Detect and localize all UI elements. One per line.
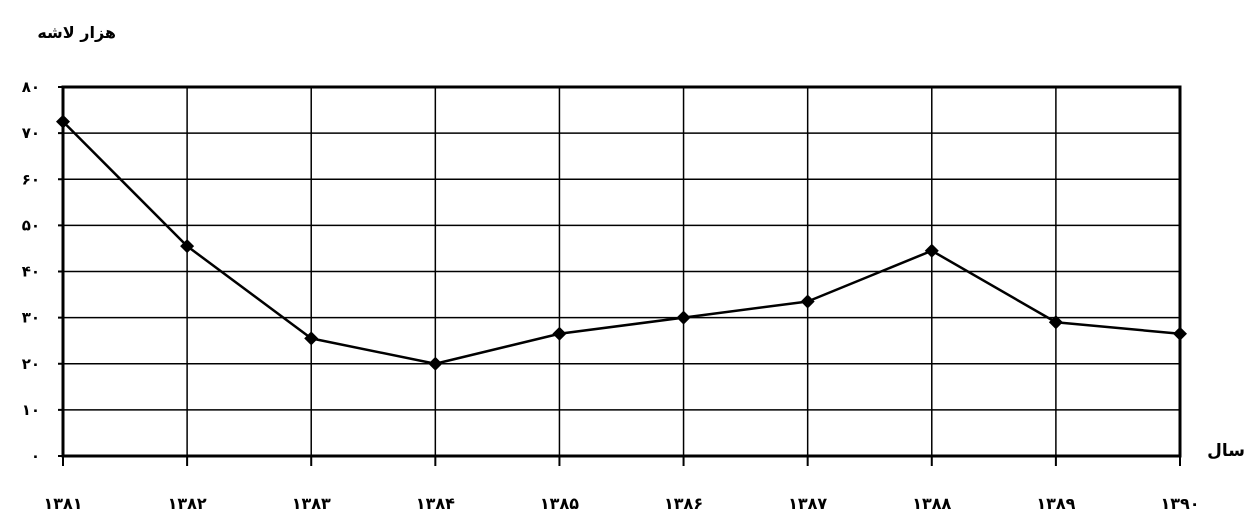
data-point-marker — [56, 114, 70, 129]
data-point-marker — [676, 310, 691, 325]
x-tick-label: ۱۳۸۴ — [416, 494, 455, 513]
x-tick-label: ۱۳۸۶ — [664, 494, 703, 513]
x-tick-label: ۱۳۸۳ — [292, 494, 331, 513]
y-tick-label: ۳۰ — [22, 309, 40, 327]
x-axis-label: سال — [1207, 441, 1245, 461]
x-tick-label: ۱۳۸۹ — [1036, 494, 1075, 513]
data-point-marker — [924, 243, 939, 258]
series-line-group — [56, 114, 1187, 371]
data-point-marker — [1048, 315, 1063, 330]
x-tick-label: ۱۳۸۷ — [788, 494, 827, 513]
data-point-marker — [800, 294, 815, 309]
y-tick-label: ۱۰ — [22, 401, 40, 419]
y-tick-label: ۶۰ — [22, 170, 40, 188]
y-tick-labels: ۰ ۱۰ ۲۰ ۳۰ ۴۰ ۵۰ ۶۰ ۷۰ ۸۰ — [22, 78, 40, 465]
x-tick-label: ۱۳۹۰ — [1160, 494, 1199, 513]
y-tick-label: ۵۰ — [22, 216, 40, 234]
grid-lines — [63, 87, 1180, 456]
x-tick-label: ۱۳۸۸ — [912, 494, 951, 513]
data-point-marker — [552, 326, 567, 341]
data-point-marker — [304, 331, 319, 346]
y-tick-label: ۰ — [31, 447, 40, 465]
data-point-marker — [180, 239, 195, 254]
y-axis-label: هزار لاشه — [37, 23, 116, 42]
series-line — [62, 120, 1181, 365]
plot-border — [61, 85, 1182, 458]
y-tick-label: ۴۰ — [22, 263, 40, 281]
y-tick-label: ۸۰ — [22, 78, 40, 96]
x-tick-label: ۱۳۸۱ — [43, 494, 82, 513]
y-tick-label: ۷۰ — [22, 124, 40, 142]
x-tick-label: ۱۳۸۵ — [540, 494, 579, 513]
x-tick-labels: ۱۳۸۱ ۱۳۸۲ ۱۳۸۳ ۱۳۸۴ ۱۳۸۵ ۱۳۸۶ ۱۳۸۷ ۱۳۸۸ ۱۳۸۹ ۱۳۹۰ — [43, 494, 1199, 513]
x-tick-label: ۱۳۸۲ — [168, 494, 207, 513]
plot-frame — [58, 85, 1182, 466]
y-tick-label: ۲۰ — [22, 355, 40, 373]
data-point-marker — [1173, 326, 1187, 341]
data-point-marker — [428, 356, 443, 371]
